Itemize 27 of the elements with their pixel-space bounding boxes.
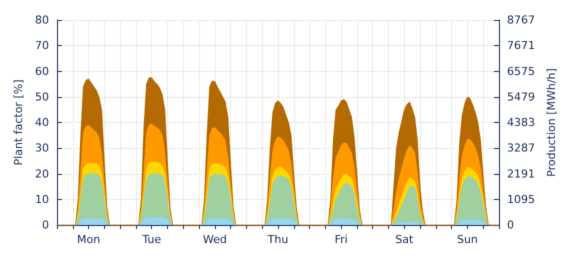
x-tick-label: Fri (334, 233, 348, 246)
y2-tick-label: 1095 (507, 192, 535, 206)
x-tick-label: Tue (141, 233, 162, 246)
y2-tick-label: 5479 (507, 90, 535, 104)
y2-tick-label: 7671 (507, 39, 535, 52)
x-tick-label: Sun (456, 233, 478, 246)
y2-tick-label: 0 (507, 218, 514, 232)
x-tick-label: Mon (76, 233, 100, 246)
y-tick-label: 70 (35, 39, 49, 52)
y2-tick-label: 8767 (507, 14, 535, 26)
y-tick-label: 30 (35, 142, 49, 155)
y-axis-title: Plant factor [%] (12, 80, 26, 166)
x-tick-label: Wed (202, 233, 227, 246)
y-tick-label: 80 (35, 14, 49, 26)
x-tick-label: Thu (266, 233, 288, 246)
y2-tick-label: 4383 (507, 116, 535, 130)
y2-axis-title: Production [MWh/h] (544, 68, 558, 177)
y-tick-label: 50 (35, 90, 49, 104)
y-tick-label: 40 (35, 116, 49, 129)
y2-tick-label: 3287 (507, 142, 535, 155)
y-tick-label: 20 (35, 167, 49, 180)
y-tick-label: 60 (35, 64, 49, 78)
x-tick-label: Sat (395, 233, 414, 246)
y2-tick-label: 6575 (507, 64, 535, 78)
y-tick-label: 10 (35, 192, 49, 206)
y-tick-label: 0 (42, 218, 49, 232)
y2-tick-label: 2191 (507, 167, 535, 180)
